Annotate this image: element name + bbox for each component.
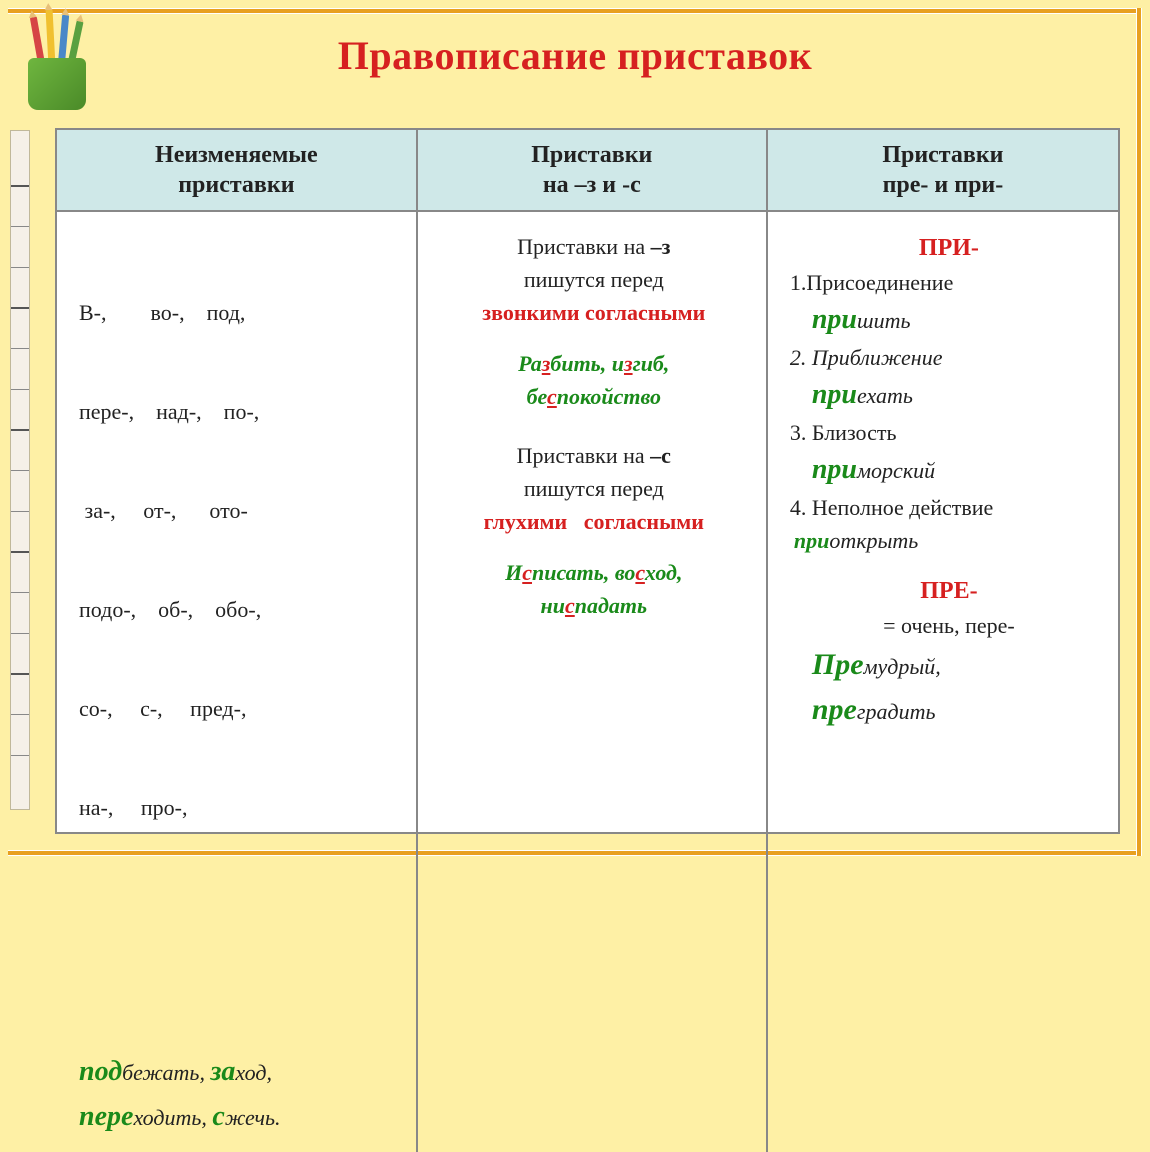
header-col2: Приставки на –з и -с [418, 130, 768, 210]
pri-rule-4: 4. Неполное действие [790, 491, 1108, 524]
cell-invariable-prefixes: В-, во-, под, пере-, над-, по-, за-, от-… [57, 212, 418, 1152]
pri-rule-2: 2. Приближение [790, 341, 1108, 374]
table-header-row: Неизменяемые приставки Приставки на –з и… [57, 130, 1118, 212]
cell-z-s-prefixes: Приставки на –з пишутся перед звонкими с… [418, 212, 768, 1152]
header-col3: Приставки пре- и при- [768, 130, 1118, 210]
grammar-table: Неизменяемые приставки Приставки на –з и… [55, 128, 1120, 834]
pri-rule-1: 1.Присоединение [790, 266, 1108, 299]
z-examples: Разбить, изгиб, беспокойство [440, 347, 748, 413]
ruler-illustration [10, 130, 30, 810]
table-body: В-, во-, под, пере-, над-, по-, за-, от-… [57, 212, 1118, 1152]
frame-border-top [8, 8, 1142, 14]
pencil-cup-illustration [20, 15, 95, 110]
header-col1: Неизменяемые приставки [57, 130, 418, 210]
frame-border-right [1136, 8, 1142, 856]
col1-examples: подбежать, заход, переходить, сжечь. [79, 1050, 398, 1140]
pre-meaning: = очень, пере- [790, 609, 1108, 642]
pre-heading: ПРЕ- [790, 573, 1108, 609]
prefix-list: В-, во-, под, пере-, над-, по-, за-, от-… [79, 230, 398, 890]
pri-rule-3: 3. Близость [790, 416, 1108, 449]
z-rule: Приставки на –з пишутся перед звонкими с… [440, 230, 748, 329]
s-rule: Приставки на –с пишутся перед глухими со… [440, 439, 748, 538]
cell-pre-pri-prefixes: ПРИ- 1.Присоединение пришить 2. Приближе… [768, 212, 1118, 1152]
s-examples: Исписать, восход, ниспадать [440, 556, 748, 622]
pri-heading: ПРИ- [790, 230, 1108, 266]
page-title: Правописание приставок [0, 0, 1150, 97]
